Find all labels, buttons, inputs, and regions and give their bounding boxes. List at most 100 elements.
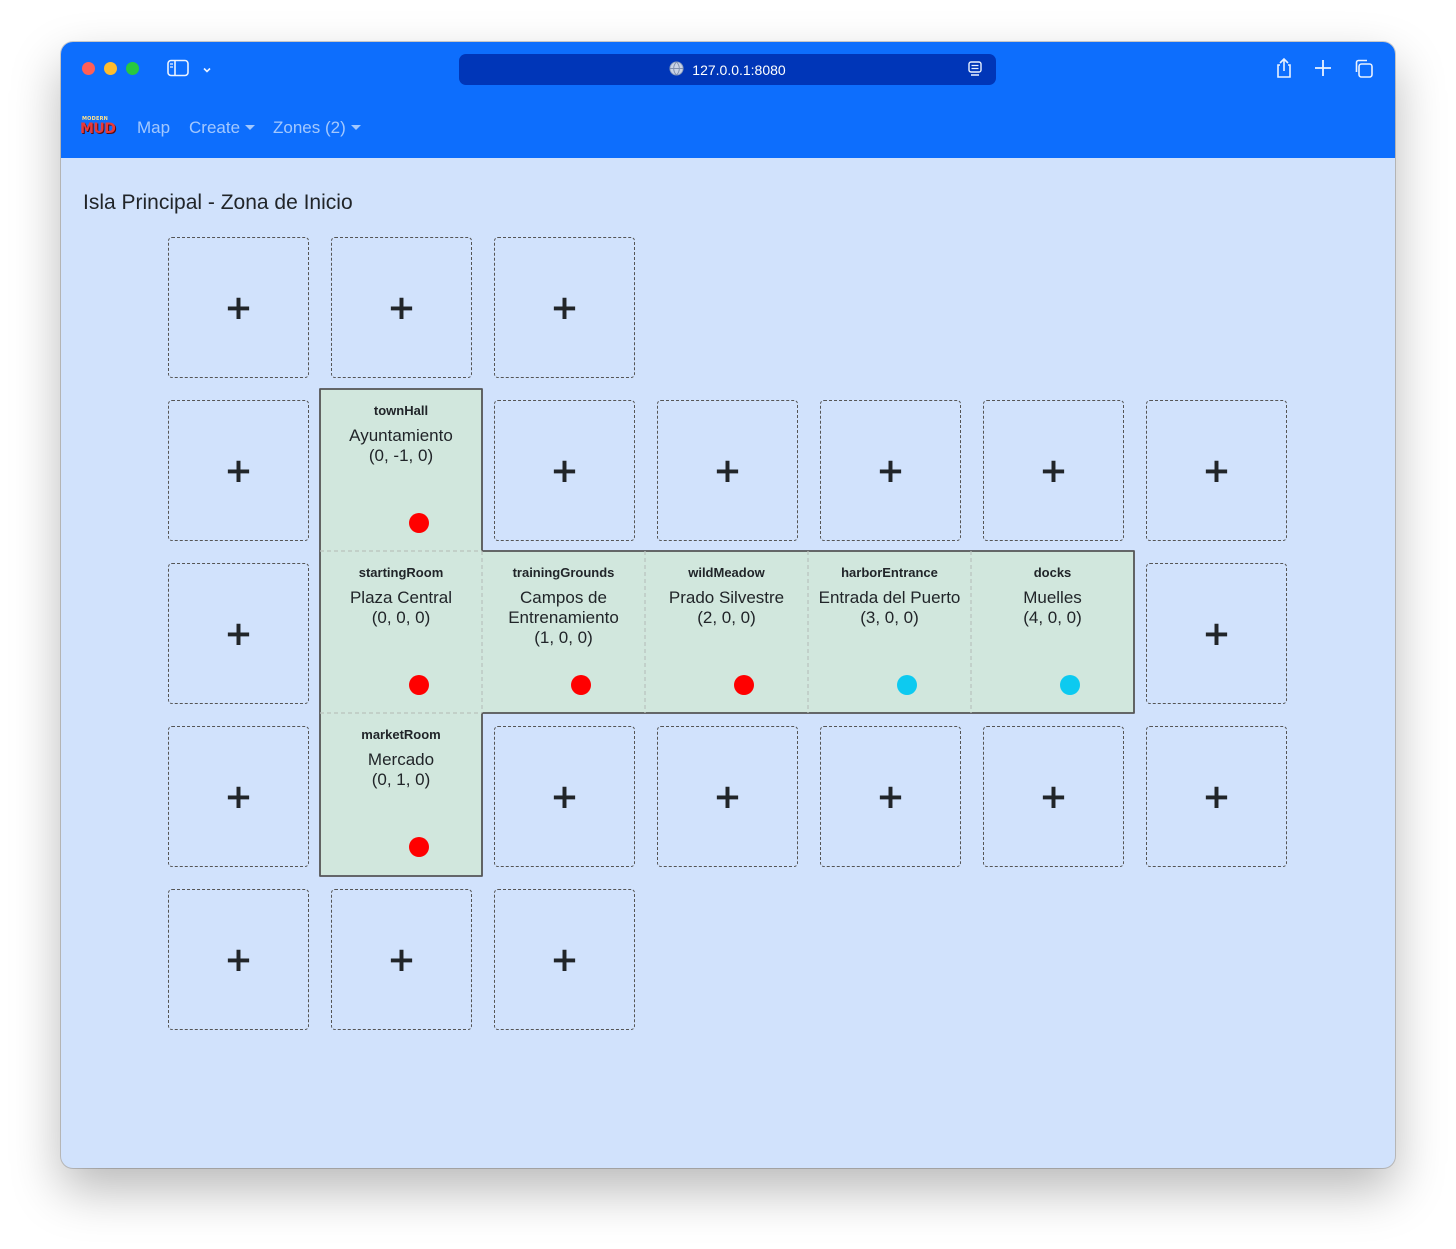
plus-icon: + xyxy=(224,287,253,328)
room-coordinates: (4, 0, 0) xyxy=(1023,608,1082,627)
zone-title: Isla Principal - Zona de Inicio xyxy=(83,191,353,214)
room-coordinates: (3, 0, 0) xyxy=(860,608,919,627)
add-room-cell[interactable]: + xyxy=(657,400,798,541)
add-room-cell[interactable]: + xyxy=(820,400,961,541)
plus-icon: + xyxy=(550,450,579,491)
chevron-down-icon[interactable] xyxy=(202,62,212,80)
caret-down-icon xyxy=(245,125,256,130)
add-room-cell[interactable]: + xyxy=(983,726,1124,867)
room-status-dot xyxy=(1060,675,1080,695)
room-id: startingRoom xyxy=(358,565,444,580)
plus-icon: + xyxy=(550,287,579,328)
room-id: trainingGrounds xyxy=(512,565,615,580)
room-status-dot xyxy=(409,675,429,695)
add-room-cell[interactable]: + xyxy=(331,889,472,1030)
room-id: harborEntrance xyxy=(841,565,938,580)
room-id: townHall xyxy=(373,403,429,418)
add-room-cell[interactable]: + xyxy=(331,237,472,378)
room-cell-docks[interactable]: docks Muelles (4, 0, 0) xyxy=(971,551,1134,713)
reader-mode-icon[interactable] xyxy=(968,61,982,80)
plus-icon: + xyxy=(224,450,253,491)
room-name: Ayuntamiento xyxy=(349,426,453,445)
plus-icon: + xyxy=(387,939,416,980)
room-id: docks xyxy=(1033,565,1072,580)
plus-icon: + xyxy=(876,450,905,491)
close-window-button[interactable] xyxy=(82,62,95,75)
add-room-cell[interactable]: + xyxy=(1146,563,1287,704)
room-status-dot xyxy=(571,675,591,695)
room-status-dot xyxy=(409,837,429,857)
room-coordinates: (2, 0, 0) xyxy=(697,608,756,627)
room-name: Prado Silvestre xyxy=(668,588,785,607)
room-status-dot xyxy=(897,675,917,695)
plus-icon: + xyxy=(1039,450,1068,491)
app-logo[interactable]: MODERN MUD xyxy=(80,116,116,138)
plus-icon: + xyxy=(1202,776,1231,817)
minimize-window-button[interactable] xyxy=(104,62,117,75)
add-room-cell[interactable]: + xyxy=(983,400,1124,541)
plus-icon: + xyxy=(387,287,416,328)
plus-icon: + xyxy=(224,613,253,654)
zoom-window-button[interactable] xyxy=(126,62,139,75)
add-room-cell[interactable]: + xyxy=(168,563,309,704)
logo-top-text: MODERN xyxy=(82,116,109,122)
room-coordinates: (1, 0, 0) xyxy=(534,628,593,647)
nav-map-link[interactable]: Map xyxy=(137,118,171,137)
add-room-cell[interactable]: + xyxy=(657,726,798,867)
add-room-cell[interactable]: + xyxy=(494,726,635,867)
plus-icon: + xyxy=(550,776,579,817)
room-cell-marketRoom[interactable]: marketRoom Mercado (0, 1, 0) xyxy=(320,713,482,875)
add-room-cell[interactable]: + xyxy=(168,400,309,541)
room-cell-trainingGrounds[interactable]: trainingGrounds Campos de Entrenamiento (1… xyxy=(482,551,645,713)
plus-icon: + xyxy=(876,776,905,817)
plus-icon: + xyxy=(550,939,579,980)
browser-titlebar: 127.0.0.1:8080 xyxy=(61,42,1395,96)
app-navbar: MODERN MUD Map Create Zones (2) xyxy=(61,96,1395,158)
tab-overview-icon[interactable] xyxy=(1353,58,1374,84)
room-coordinates: (0, 0, 0) xyxy=(371,608,431,627)
room-coordinates: (0, 1, 0) xyxy=(371,770,431,789)
room-name: Campos de Entrenamiento xyxy=(508,588,619,627)
room-cell-townHall[interactable]: townHall Ayuntamiento (0, -1, 0) xyxy=(320,389,482,551)
plus-icon: + xyxy=(1039,776,1068,817)
share-icon[interactable] xyxy=(1274,57,1294,84)
add-room-cell[interactable]: + xyxy=(494,400,635,541)
caret-down-icon xyxy=(350,125,361,130)
plus-icon: + xyxy=(713,450,742,491)
room-cell-wildMeadow[interactable]: wildMeadow Prado Silvestre (2, 0, 0) xyxy=(645,551,808,713)
plus-icon: + xyxy=(224,776,253,817)
room-cell-startingRoom[interactable]: startingRoom Plaza Central (0, 0, 0) xyxy=(320,551,482,713)
new-tab-icon[interactable] xyxy=(1314,59,1332,82)
add-room-cell[interactable]: + xyxy=(494,889,635,1030)
logo-main-text: MUD xyxy=(80,121,116,137)
plus-icon: + xyxy=(713,776,742,817)
address-bar[interactable]: 127.0.0.1:8080 xyxy=(459,54,996,85)
add-room-cell[interactable]: + xyxy=(168,237,309,378)
add-room-cell[interactable]: + xyxy=(1146,400,1287,541)
room-cell-harborEntrance[interactable]: harborEntrance Entrada del Puerto (3, 0, 0… xyxy=(808,551,971,713)
room-id: marketRoom xyxy=(361,727,441,742)
plus-icon: + xyxy=(224,939,253,980)
plus-icon: + xyxy=(1202,450,1231,491)
add-room-cell[interactable]: + xyxy=(168,889,309,1030)
room-name: Muelles xyxy=(1023,588,1082,607)
room-name: Plaza Central xyxy=(349,588,453,607)
nav-create-label: Create xyxy=(189,118,241,137)
nav-zones-dropdown[interactable]: Zones (2) xyxy=(273,116,361,140)
room-name: Entrada del Puerto xyxy=(818,588,961,607)
url-text: 127.0.0.1:8080 xyxy=(692,61,786,78)
sidebar-icon[interactable] xyxy=(167,59,189,82)
browser-window: 127.0.0.1:8080 MODERN MUD Map Create Zon… xyxy=(61,42,1395,1168)
globe-icon xyxy=(669,60,684,79)
nav-zones-label: Zones (2) xyxy=(273,118,346,137)
add-room-cell[interactable]: + xyxy=(820,726,961,867)
add-room-cell[interactable]: + xyxy=(168,726,309,867)
room-status-dot xyxy=(734,675,754,695)
add-room-cell[interactable]: + xyxy=(494,237,635,378)
room-name: Mercado xyxy=(367,750,435,769)
room-id: wildMeadow xyxy=(688,565,765,580)
add-room-cell[interactable]: + xyxy=(1146,726,1287,867)
room-coordinates: (0, -1, 0) xyxy=(368,446,434,465)
plus-icon: + xyxy=(1202,613,1231,654)
nav-create-dropdown[interactable]: Create xyxy=(189,116,256,140)
